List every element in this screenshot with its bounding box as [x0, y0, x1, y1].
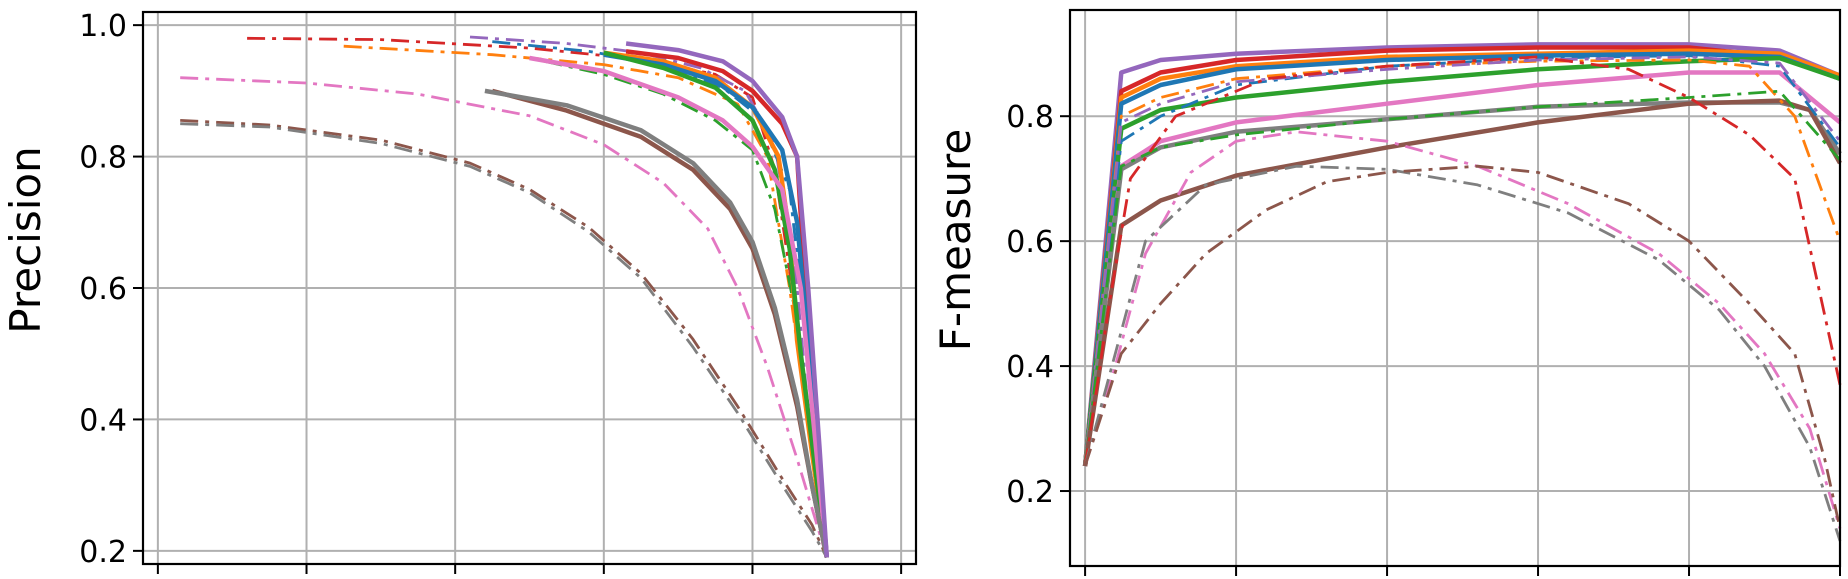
series-line-16: [1083, 164, 1842, 529]
series-line-1: [1082, 42, 1841, 467]
y-tick-label: 0.6: [1006, 225, 1054, 260]
precision-axis-title: Precision: [1, 146, 50, 333]
precision-chart: Precision 0.2 0.4 0.6 0.8 1.0: [1, 9, 918, 574]
series-line-5: [1082, 55, 1841, 467]
f-measure-chart: F-measure 0.2 0.4 0.6 0.8: [931, 8, 1842, 576]
series-line-6: [180, 76, 829, 558]
y-tick-label: 0.6: [79, 272, 127, 307]
series-line-4: [1082, 51, 1841, 467]
series-line-7: [1082, 100, 1842, 467]
y-tick-label: 0.4: [79, 403, 127, 438]
y-tick-label: 0.8: [79, 141, 127, 176]
series-line-3: [1082, 48, 1841, 467]
y-tick-label: 0.8: [1006, 100, 1054, 135]
series-line-13: [529, 55, 830, 558]
series-line-6: [1082, 70, 1842, 467]
series-line-1: [247, 36, 829, 558]
y-tick-label: 0.2: [1006, 475, 1054, 510]
series-line-8: [1082, 98, 1842, 467]
series-line-5: [544, 59, 829, 558]
series-line-3: [469, 35, 829, 558]
series-line-7: [180, 119, 829, 558]
series-line-13: [1083, 55, 1842, 467]
y-tick-label: 0.4: [1006, 350, 1054, 385]
series-line-12: [1083, 89, 1842, 467]
y-tick-label: 1.0: [79, 9, 127, 44]
series-line-2: [1082, 45, 1841, 467]
series-line-2: [343, 44, 829, 558]
series-line-11: [1083, 55, 1842, 467]
f-measure-axis-title: F-measure: [931, 129, 980, 352]
plot-frame: [1068, 8, 1842, 568]
series-line-15: [1083, 164, 1842, 542]
series-line-16: [625, 41, 830, 558]
series-line-14: [1083, 130, 1842, 529]
series-line-12: [603, 50, 830, 558]
series-line-15: [484, 88, 830, 558]
series-line-8: [180, 122, 829, 559]
y-tick-label: 0.2: [79, 535, 127, 570]
